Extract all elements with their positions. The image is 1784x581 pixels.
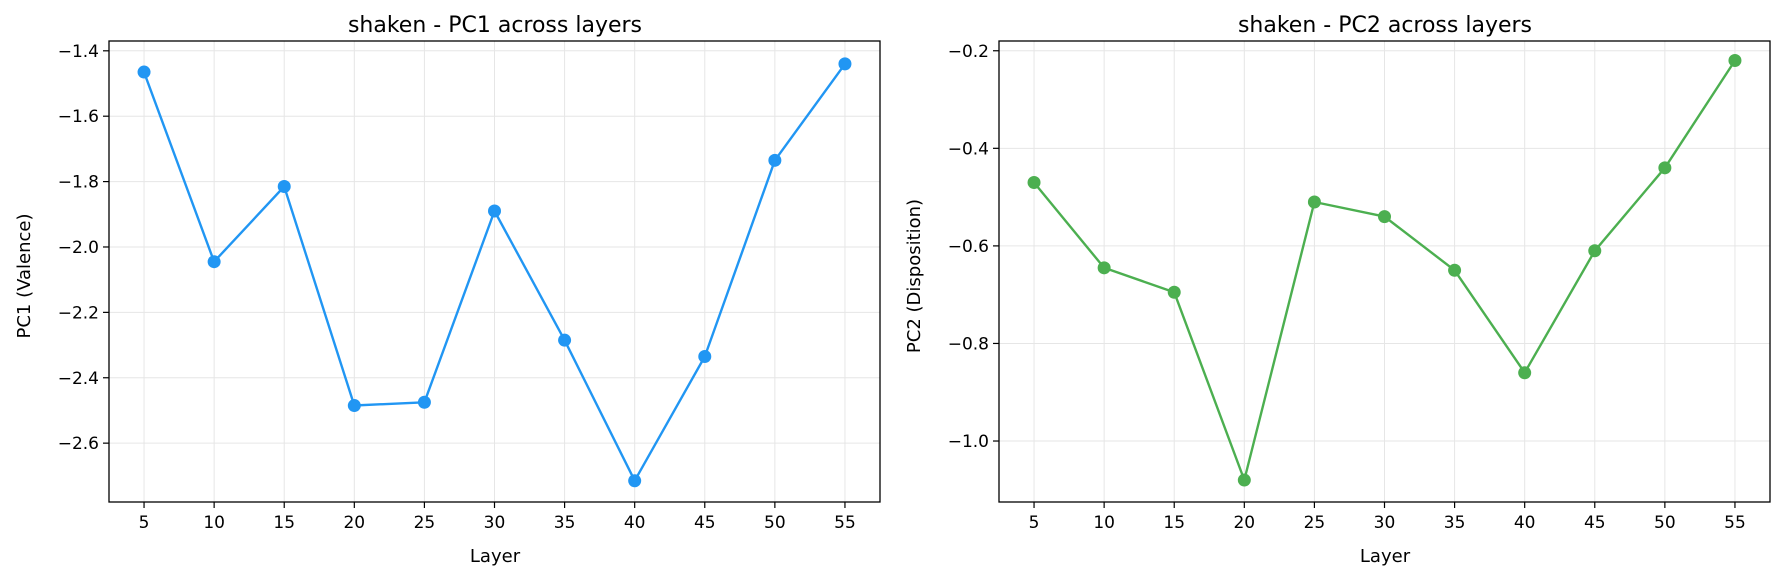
data-point — [558, 333, 572, 347]
y-tick-label: −2.2 — [58, 303, 99, 323]
chart-pc1: shaken - PC1 across layers Layer PC1 (Va… — [14, 13, 881, 567]
x-axis-label: Layer — [1360, 546, 1411, 567]
data-point — [1307, 195, 1321, 209]
data-point — [1728, 54, 1742, 68]
y-tick-label: −2.6 — [58, 434, 99, 454]
y-axis-label: PC1 (Valence) — [14, 213, 35, 338]
chart-title: shaken - PC2 across layers — [1238, 13, 1532, 38]
x-tick-label: 50 — [1654, 513, 1676, 533]
y-tick-label: −1.8 — [58, 173, 99, 193]
y-tick-label: −1.0 — [948, 432, 989, 452]
x-tick-label: 25 — [414, 513, 436, 533]
data-point — [1097, 261, 1111, 275]
data-point — [1658, 161, 1672, 175]
y-tick-label: −2.0 — [58, 238, 99, 258]
x-ticks: 5 10 15 20 25 30 35 40 45 50 55 — [1029, 502, 1746, 533]
x-tick-label: 10 — [203, 513, 225, 533]
x-tick-label: 40 — [624, 513, 646, 533]
x-tick-label: 20 — [343, 513, 365, 533]
data-point — [838, 57, 852, 71]
x-tick-label: 15 — [273, 513, 295, 533]
data-point — [137, 65, 151, 79]
data-series — [137, 57, 852, 488]
data-point — [1448, 263, 1462, 277]
x-ticks: 5 10 15 20 25 30 35 40 45 50 55 — [139, 502, 856, 533]
chart-pc2: shaken - PC2 across layers Layer PC2 (Di… — [904, 13, 1771, 567]
chart-title: shaken - PC1 across layers — [348, 13, 642, 38]
x-axis-label: Layer — [470, 546, 521, 567]
y-tick-label: −0.2 — [948, 42, 989, 62]
x-tick-label: 35 — [1444, 513, 1466, 533]
y-tick-label: −0.8 — [948, 334, 989, 354]
x-tick-label: 55 — [1724, 513, 1746, 533]
x-tick-label: 50 — [764, 513, 786, 533]
data-point — [1167, 285, 1181, 299]
data-point — [1518, 366, 1532, 380]
x-tick-label: 35 — [554, 513, 576, 533]
x-tick-label: 5 — [1029, 513, 1040, 533]
y-tick-label: −2.4 — [58, 369, 99, 389]
x-tick-label: 45 — [694, 513, 716, 533]
y-axis-label: PC2 (Disposition) — [904, 199, 925, 353]
data-point — [698, 350, 712, 364]
data-point — [207, 255, 221, 269]
data-point — [1027, 175, 1041, 189]
data-point — [277, 179, 291, 193]
data-series — [1027, 54, 1742, 487]
y-tick-label: −1.6 — [58, 107, 99, 127]
data-point — [628, 474, 642, 488]
x-tick-label: 30 — [1374, 513, 1396, 533]
x-tick-label: 30 — [484, 513, 506, 533]
x-tick-label: 15 — [1163, 513, 1185, 533]
data-point — [1588, 244, 1602, 258]
x-tick-label: 10 — [1093, 513, 1115, 533]
data-point — [1378, 210, 1391, 224]
x-tick-label: 55 — [834, 513, 856, 533]
grid — [999, 41, 1770, 502]
x-tick-label: 5 — [139, 513, 150, 533]
x-tick-label: 40 — [1514, 513, 1536, 533]
data-point — [488, 204, 501, 218]
y-tick-label: −0.6 — [948, 237, 989, 257]
plot-frame — [108, 40, 881, 503]
y-tick-label: −0.4 — [948, 139, 989, 159]
x-tick-label: 20 — [1233, 513, 1255, 533]
x-tick-label: 25 — [1304, 513, 1326, 533]
grid — [109, 41, 880, 502]
data-point — [347, 399, 361, 413]
y-ticks: −2.6 −2.4 −2.2 −2.0 −1.8 −1.6 −1.4 — [58, 42, 109, 454]
plot-frame — [998, 40, 1771, 503]
y-ticks: −1.0 −0.8 −0.6 −0.4 −0.2 — [948, 42, 999, 452]
y-tick-label: −1.4 — [58, 42, 99, 62]
data-point — [1237, 473, 1251, 487]
data-point — [768, 153, 782, 167]
x-tick-label: 45 — [1584, 513, 1606, 533]
data-point — [417, 395, 431, 409]
